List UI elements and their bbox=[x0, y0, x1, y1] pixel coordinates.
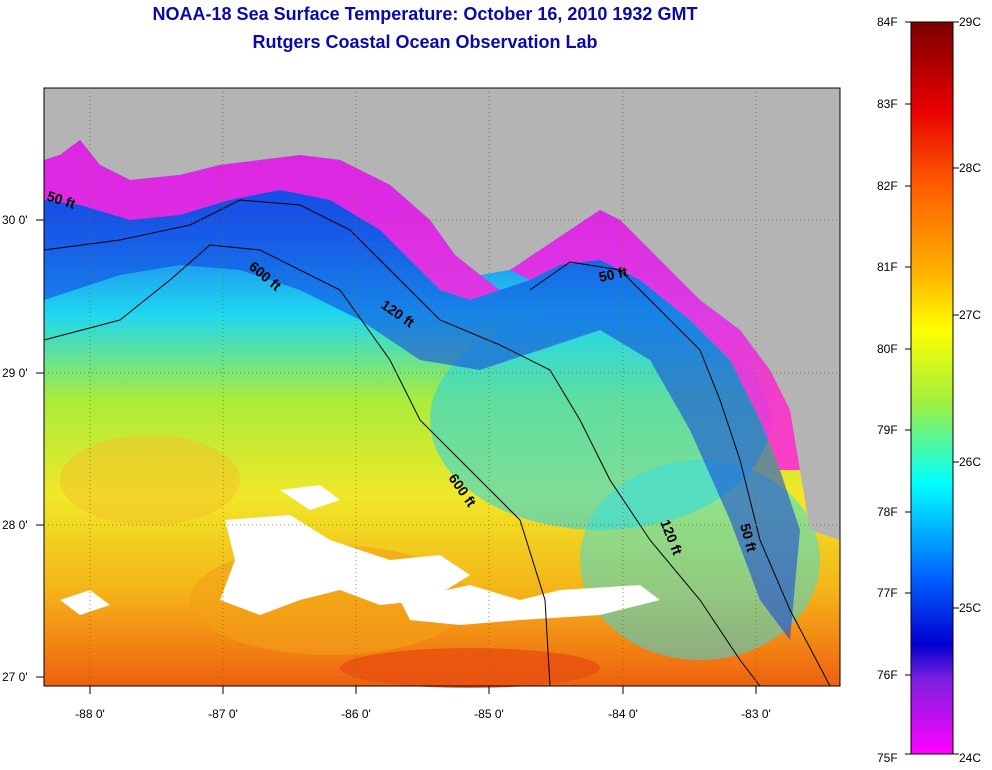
x-tick-label: -83 0' bbox=[741, 707, 771, 721]
y-tick-label: 28 0' bbox=[2, 518, 28, 532]
cloud-patch bbox=[220, 515, 470, 615]
y-tick-label: 29 0' bbox=[2, 366, 28, 380]
colorbar bbox=[910, 21, 954, 755]
contour-label: 50 ft bbox=[597, 263, 629, 285]
contour-600ft bbox=[43, 244, 551, 687]
x-tick-label: -84 0' bbox=[608, 707, 638, 721]
colorbar-f-label: 84F bbox=[877, 15, 898, 29]
map-subtitle: Rutgers Coastal Ocean Observation Lab bbox=[252, 32, 598, 52]
x-tick-label: -87 0' bbox=[208, 707, 238, 721]
map-frame bbox=[43, 87, 841, 687]
x-tick-label: -85 0' bbox=[474, 707, 504, 721]
contour-50ft bbox=[529, 261, 831, 687]
graticule bbox=[44, 88, 840, 686]
contour-120ft bbox=[43, 199, 761, 687]
y-tick-label: 30 0' bbox=[2, 213, 28, 227]
colorbar-c-label: 24C bbox=[959, 751, 981, 765]
colorbar-f-label: 76F bbox=[877, 668, 898, 682]
colorbar-f-label: 81F bbox=[877, 260, 898, 274]
colorbar-f-label: 77F bbox=[877, 586, 898, 600]
colorbar-c-label: 26C bbox=[959, 455, 981, 469]
colorbar-c-label: 28C bbox=[959, 161, 981, 175]
colorbar-f-label: 82F bbox=[877, 179, 898, 193]
land-area bbox=[44, 88, 840, 540]
colorbar-f-label: 83F bbox=[877, 97, 898, 111]
colorbar-c-label: 25C bbox=[959, 601, 981, 615]
colorbar-c-label: 27C bbox=[959, 308, 981, 322]
colorbar-c-label: 29C bbox=[959, 15, 981, 29]
y-tick-label: 27 0' bbox=[2, 670, 28, 684]
x-tick-label: -88 0' bbox=[75, 707, 105, 721]
colorbar-f-label: 79F bbox=[877, 423, 898, 437]
colorbar-f-label: 78F bbox=[877, 505, 898, 519]
colorbar-f-label: 80F bbox=[877, 342, 898, 356]
x-tick-label: -86 0' bbox=[341, 707, 371, 721]
map-title: NOAA-18 Sea Surface Temperature: October… bbox=[152, 4, 698, 24]
colorbar-f-label: 75F bbox=[877, 751, 898, 765]
contour-label: 50 ft bbox=[737, 522, 760, 554]
